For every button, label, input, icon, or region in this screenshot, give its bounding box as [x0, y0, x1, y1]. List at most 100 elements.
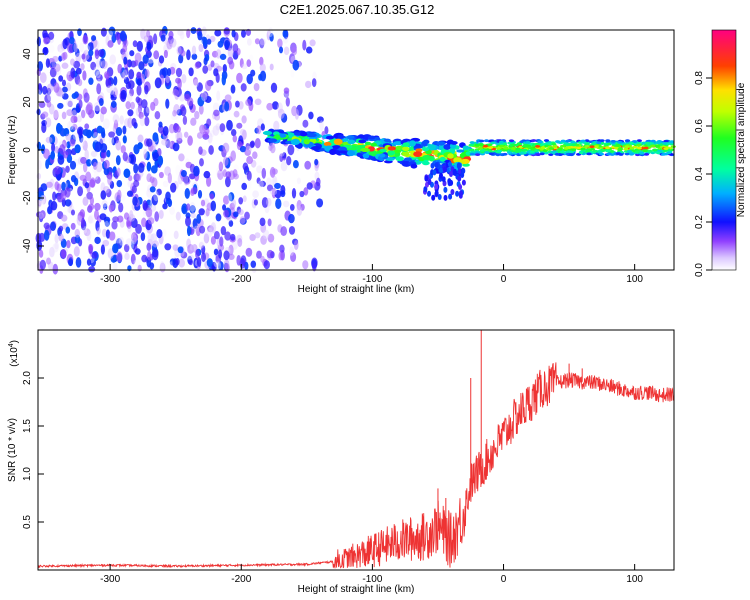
spectrogram-cell — [209, 129, 215, 138]
spectrogram-cell — [231, 199, 237, 208]
spectrogram-x-ticks: -300 -200 -100 0 100 — [100, 264, 643, 285]
spectrogram-cell — [88, 49, 94, 57]
spectrogram-cell — [143, 106, 150, 117]
spectrogram-cell — [254, 38, 260, 45]
spectrogram-cell — [410, 163, 418, 169]
spectrogram-cell — [147, 233, 155, 242]
spectrogram-cell — [413, 151, 423, 158]
spectrogram-cell — [61, 79, 67, 87]
spectrogram-cell — [201, 252, 206, 263]
spectrogram-cell — [96, 227, 101, 235]
snr-x-tick-label: -200 — [231, 574, 251, 585]
spectrogram-cell — [71, 123, 78, 131]
spectrogram-cell — [52, 263, 59, 275]
spectrogram-cell — [122, 44, 128, 53]
spectrogram-cell — [324, 126, 329, 135]
spectrogram-cell — [571, 143, 577, 147]
spectrogram-cell — [661, 153, 667, 156]
spectrogram-cell — [241, 115, 247, 124]
spectrogram-cell — [179, 93, 185, 102]
spectrogram-cell — [424, 175, 429, 182]
spectrogram-cell — [342, 138, 349, 142]
spectrogram-cell — [185, 216, 191, 227]
spectrogram-cell — [628, 141, 635, 145]
spectrogram-cell — [314, 158, 319, 166]
spectrogram-cell — [571, 148, 577, 152]
spectrogram-cell — [215, 49, 222, 59]
spectrogram-cell — [165, 191, 171, 201]
spectrogram-cell — [53, 109, 59, 121]
spectrogram-cell — [88, 203, 95, 211]
spectrogram-cell — [116, 215, 124, 223]
spectrogram-cell — [563, 147, 569, 150]
spectrogram-cell — [289, 203, 295, 211]
spectrogram-cell — [540, 143, 546, 146]
spectrogram-cell — [217, 169, 224, 181]
spectrogram-marks — [35, 25, 676, 275]
spectrogram-cell — [165, 98, 170, 109]
spectrogram-cell — [228, 219, 234, 227]
spectrogram-cell — [36, 173, 42, 180]
spectrogram-cell — [152, 151, 160, 162]
spectrogram-cell — [325, 135, 335, 140]
spectrogram-cell — [262, 130, 273, 136]
spectrogram-cell — [93, 66, 100, 76]
spectrogram-cell — [168, 30, 174, 39]
spectrogram-y-tick-label: 20 — [22, 96, 33, 108]
spectrogram-cell — [97, 49, 105, 57]
spectrogram-cell — [228, 253, 235, 260]
spectrogram-cell — [275, 198, 282, 210]
spectrogram-cell — [604, 146, 611, 150]
spectrogram-cell — [282, 152, 287, 159]
spectrogram-cell — [187, 97, 194, 107]
spectrogram-cell — [44, 94, 51, 104]
spectrogram-cell — [119, 115, 124, 125]
spectrogram-cell — [443, 194, 448, 201]
spectrogram-cell — [233, 110, 240, 118]
spectrogram-cell — [64, 205, 69, 213]
spectrogram-cell — [76, 126, 84, 136]
spectrogram-x-tick-label: 100 — [626, 274, 643, 285]
spectrogram-cell — [270, 188, 277, 196]
spectrogram-cell — [156, 188, 162, 196]
spectrogram-cell — [122, 151, 128, 162]
spectrogram-cell — [291, 188, 297, 199]
spectrogram-cell — [636, 146, 643, 150]
spectrogram-cell — [110, 255, 117, 263]
spectrogram-cell — [36, 108, 41, 116]
spectrogram-cell — [393, 141, 403, 146]
spectrogram-cell — [461, 179, 466, 186]
spectrogram-cell — [254, 232, 261, 239]
spectrogram-cell — [148, 59, 154, 68]
spectrogram-cell — [123, 56, 128, 65]
spectrogram-cell — [84, 149, 89, 161]
spectrogram-cell — [568, 153, 575, 157]
spectrogram-cell — [154, 77, 162, 89]
spectrogram-cell — [428, 144, 436, 151]
snr-y-tick-label: 0.5 — [22, 515, 33, 529]
spectrogram-cell — [462, 163, 470, 167]
spectrogram-cell — [136, 71, 142, 79]
spectrogram-cell — [210, 200, 217, 212]
spectrogram-cell — [346, 150, 356, 157]
spectrogram-cell — [43, 229, 50, 241]
spectrogram-cell — [104, 220, 110, 230]
snr-marks — [37, 330, 675, 569]
spectrogram-cell — [615, 144, 621, 147]
spectrogram-cell — [179, 31, 185, 40]
spectrogram-cell — [300, 131, 308, 137]
spectrogram-cell — [223, 259, 230, 270]
spectrogram-cell — [333, 138, 343, 145]
spectrogram-cell — [86, 230, 92, 242]
colorbar-label: Normalized spectral amplitude — [736, 82, 747, 217]
spectrogram-cell — [180, 170, 187, 177]
spectrogram-cell — [236, 122, 243, 129]
spectrogram-cell — [45, 159, 50, 170]
spectrogram-cell — [77, 28, 82, 37]
spectrogram-cell — [206, 227, 213, 238]
spectrogram-cell — [162, 229, 167, 237]
spectrogram-cell — [210, 236, 216, 245]
spectrogram-cell — [177, 78, 182, 90]
spectrogram-cell — [239, 58, 244, 68]
spectrogram-cell — [299, 190, 305, 198]
